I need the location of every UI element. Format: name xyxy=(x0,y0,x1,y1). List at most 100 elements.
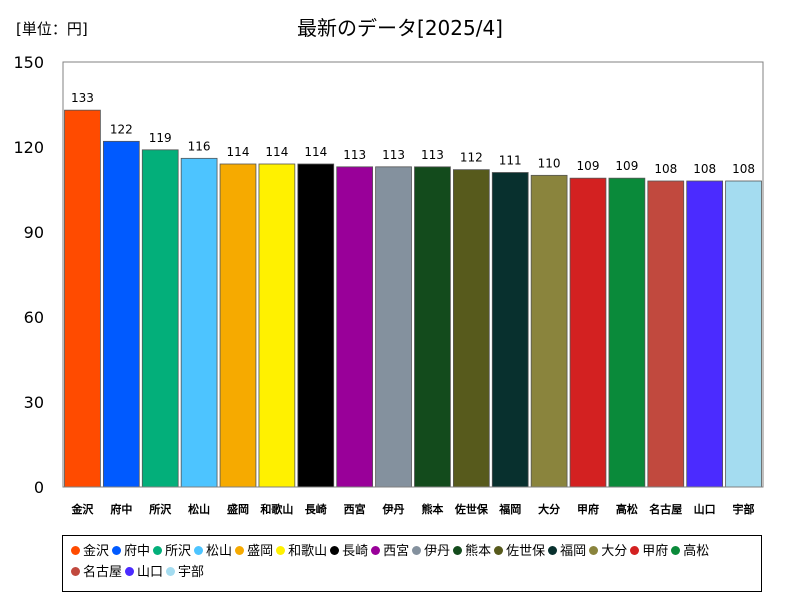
legend-label: 長崎 xyxy=(342,544,369,559)
bar xyxy=(141,149,179,488)
y-tick-label: 90 xyxy=(24,223,44,242)
x-tick-label: 盛岡 xyxy=(227,502,249,516)
legend-marker xyxy=(671,546,681,555)
legend-marker xyxy=(71,546,80,555)
value-label: 108 xyxy=(654,162,677,176)
legend-marker xyxy=(371,546,381,555)
bars xyxy=(64,109,762,488)
bar xyxy=(569,177,607,488)
legend-marker xyxy=(494,546,504,555)
legend-marker xyxy=(194,546,204,555)
legend-label: 大分 xyxy=(601,544,628,559)
x-tick-label: 長崎 xyxy=(305,502,327,516)
bar xyxy=(452,169,490,488)
legend-marker xyxy=(548,546,558,555)
bar xyxy=(297,163,335,488)
legend-marker xyxy=(453,546,463,555)
legend-label: 佐世保 xyxy=(506,544,546,559)
value-label: 109 xyxy=(577,159,600,173)
bar xyxy=(336,166,374,488)
x-tick-label: 府中 xyxy=(110,502,132,516)
legend-label: 山口 xyxy=(137,565,164,580)
legend-marker xyxy=(276,546,286,555)
legend-marker xyxy=(166,567,176,576)
bar xyxy=(258,163,296,488)
value-label: 113 xyxy=(421,148,444,162)
value-label: 116 xyxy=(188,139,211,153)
x-tick-label: 山口 xyxy=(694,502,716,516)
legend-label: 名古屋 xyxy=(83,565,123,580)
legend-label: 伊丹 xyxy=(424,544,451,559)
legend-item: 長崎 xyxy=(330,541,368,562)
value-label: 108 xyxy=(732,162,755,176)
x-tick-label: 和歌山 xyxy=(260,502,293,516)
legend-item: 金沢 xyxy=(71,541,109,562)
y-axis: 0 30 60 90 120 150 xyxy=(13,53,44,497)
value-label: 108 xyxy=(693,162,716,176)
bar xyxy=(647,180,685,488)
legend-marker xyxy=(71,567,80,576)
legend-label: 所沢 xyxy=(165,544,192,559)
legend-label: 宇部 xyxy=(178,565,205,580)
bar xyxy=(64,109,101,488)
value-label: 133 xyxy=(71,91,94,105)
legend-item: 甲府 xyxy=(630,541,668,562)
x-tick-label: 高松 xyxy=(616,502,638,516)
value-label: 114 xyxy=(265,145,288,159)
value-label: 113 xyxy=(382,148,405,162)
bar xyxy=(530,174,568,488)
y-tick-label: 30 xyxy=(24,393,44,412)
value-label: 111 xyxy=(499,154,522,168)
x-tick-label: 佐世保 xyxy=(454,502,489,516)
legend-label: 府中 xyxy=(124,544,151,559)
x-tick-label: 松山 xyxy=(188,502,210,516)
legend-item: 盛岡 xyxy=(235,541,273,562)
legend-item: 和歌山 xyxy=(276,541,327,562)
legend-marker xyxy=(630,546,640,555)
legend-item: 高松 xyxy=(671,541,709,562)
legend-label: 熊本 xyxy=(465,544,492,559)
x-tick-label: 金沢 xyxy=(70,502,94,516)
bar xyxy=(686,180,724,488)
legend-marker xyxy=(589,546,599,555)
y-tick-label: 120 xyxy=(13,138,44,157)
x-tick-label: 名古屋 xyxy=(649,502,682,516)
legend-label: 盛岡 xyxy=(247,544,274,559)
value-label: 113 xyxy=(343,148,366,162)
bar xyxy=(375,166,412,488)
legend-label: 高松 xyxy=(683,544,710,559)
value-label: 109 xyxy=(615,159,638,173)
x-axis-labels: 金沢 府中 所沢 松山 盛岡 和歌山 長崎 西宮 伊丹 熊本 佐世保 福岡 大分 甲府 高松 名古屋 山口 宇部 xyxy=(70,502,754,516)
legend-item: 大分 xyxy=(589,541,627,562)
legend-label: 福岡 xyxy=(560,544,587,559)
legend-marker xyxy=(153,546,163,555)
x-tick-label: 所沢 xyxy=(149,502,172,516)
legend: 金沢 府中 所沢 松山 盛岡 和歌山 長崎 西宮 伊丹 熊本 佐世保 福岡 大分 甲府 高松名古屋 山口 宇部 xyxy=(62,535,762,592)
legend-label: 松山 xyxy=(206,544,233,559)
y-tick-label: 0 xyxy=(34,478,44,497)
x-tick-label: 西宮 xyxy=(344,502,366,516)
x-tick-label: 伊丹 xyxy=(382,502,405,516)
x-tick-label: 熊本 xyxy=(421,502,443,516)
x-tick-label: 福岡 xyxy=(498,502,521,516)
bar xyxy=(608,177,646,488)
legend-label: 和歌山 xyxy=(288,544,328,559)
legend-marker xyxy=(112,546,122,555)
legend-item: 所沢 xyxy=(153,541,191,562)
unit-label: [単位：円] xyxy=(16,20,88,38)
plot-frame xyxy=(62,61,764,488)
legend-item: 佐世保 xyxy=(494,541,545,562)
value-label: 112 xyxy=(460,151,483,165)
chart-title: 最新のデータ[2025/4] xyxy=(297,16,503,40)
value-labels: 133 122 119 116 114 114 114 113 113 113 112 111 110 1… xyxy=(71,91,755,176)
legend-item: 伊丹 xyxy=(412,541,450,562)
legend-label: 金沢 xyxy=(83,544,110,559)
legend-item: 松山 xyxy=(194,541,232,562)
legend-item: 福岡 xyxy=(548,541,586,562)
y-tick-label: 60 xyxy=(24,308,44,327)
value-label: 122 xyxy=(110,122,133,136)
bar xyxy=(180,157,218,488)
legend-item: 西宮 xyxy=(371,541,409,562)
bar xyxy=(219,163,257,488)
x-tick-label: 宇部 xyxy=(733,502,755,516)
